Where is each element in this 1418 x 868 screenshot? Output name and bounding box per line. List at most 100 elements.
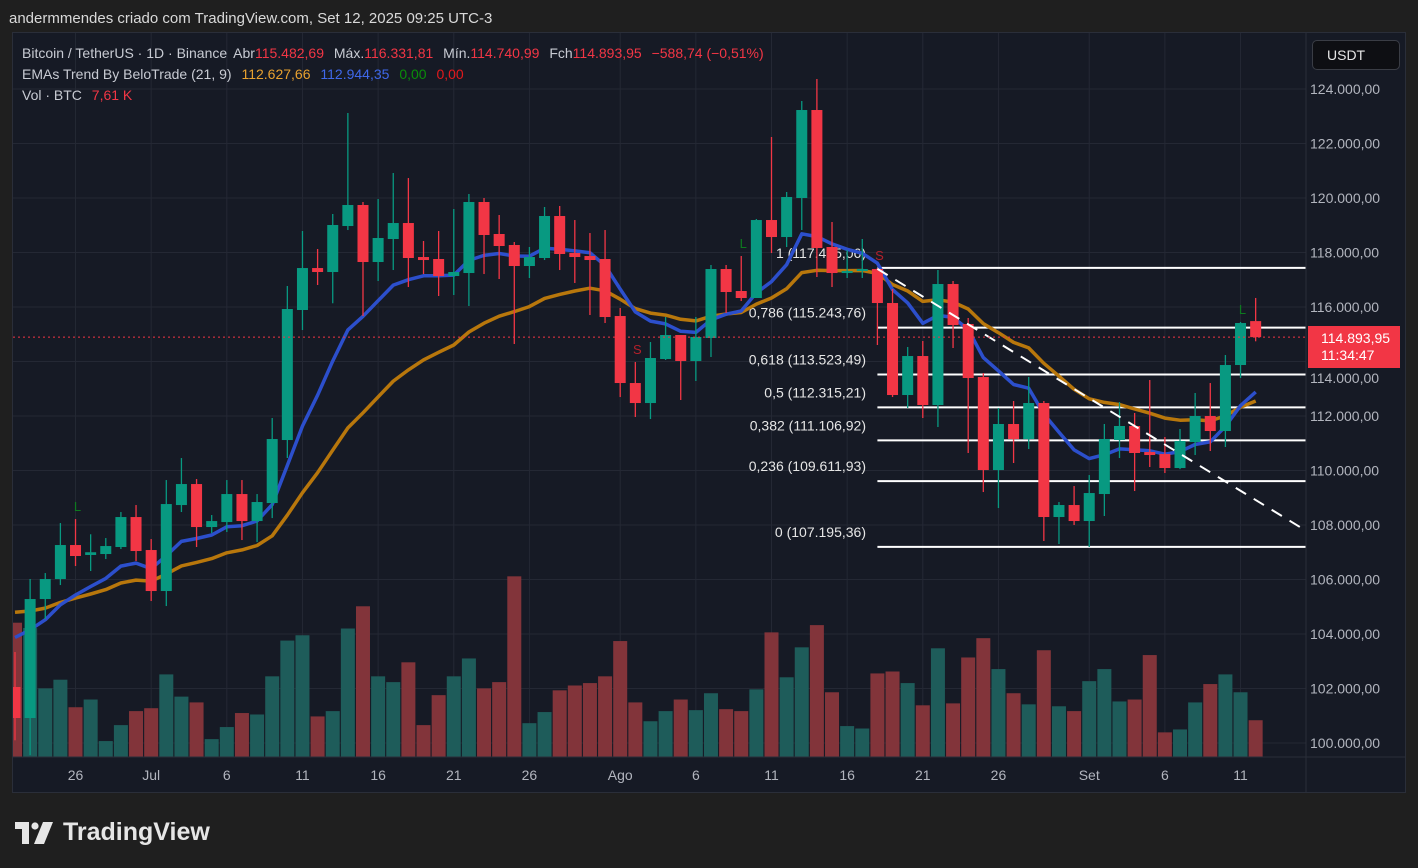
candle[interactable] [1144, 380, 1156, 468]
candle[interactable] [418, 241, 430, 275]
candle[interactable] [448, 209, 460, 296]
candle[interactable] [372, 199, 384, 282]
candle[interactable] [1219, 355, 1231, 448]
candle[interactable] [599, 230, 611, 324]
candle[interactable] [856, 239, 868, 279]
candle[interactable] [826, 222, 838, 288]
candle[interactable] [932, 270, 944, 428]
candle[interactable] [887, 289, 899, 398]
candle[interactable] [402, 178, 414, 288]
candle[interactable] [1159, 437, 1171, 474]
candle-body [766, 220, 777, 238]
candle[interactable] [1053, 502, 1065, 545]
candle[interactable] [796, 100, 808, 231]
time-axis-label: 11 [1233, 767, 1248, 783]
volume-bar [779, 677, 794, 757]
candle[interactable] [675, 335, 687, 401]
candle[interactable] [644, 342, 656, 420]
volume-bar [1067, 711, 1082, 757]
candle[interactable] [493, 215, 505, 280]
candle[interactable] [1068, 486, 1080, 525]
candle[interactable] [554, 206, 566, 271]
candle[interactable] [39, 573, 51, 620]
candle[interactable] [145, 539, 157, 602]
candle[interactable] [175, 458, 187, 513]
candle[interactable] [1189, 393, 1201, 456]
candle[interactable] [992, 408, 1004, 509]
candle[interactable] [614, 308, 626, 398]
candle[interactable] [221, 480, 233, 533]
price-axis-label: 108.000,00 [1310, 517, 1380, 533]
candle[interactable] [539, 206, 551, 261]
candle[interactable] [433, 230, 445, 297]
candle[interactable] [312, 249, 324, 286]
candle[interactable] [523, 246, 535, 279]
candle[interactable] [569, 220, 581, 284]
candle[interactable] [917, 341, 929, 419]
symbol-name[interactable]: Bitcoin / TetherUS · 1D · Binance [22, 45, 228, 61]
low-label: Mín. [443, 45, 471, 61]
candle[interactable] [690, 317, 702, 382]
candle[interactable] [1204, 383, 1216, 452]
candle[interactable] [871, 268, 883, 346]
time-axis-label: 6 [692, 767, 700, 783]
candle[interactable] [962, 318, 974, 454]
candle[interactable] [1235, 321, 1247, 379]
candle[interactable] [357, 202, 369, 317]
candle[interactable] [478, 198, 490, 275]
candle[interactable] [1008, 401, 1020, 464]
candle[interactable] [766, 137, 777, 254]
candle[interactable] [251, 494, 263, 543]
close-label: Fch [549, 45, 573, 61]
candle[interactable] [206, 515, 218, 534]
candle[interactable] [902, 347, 914, 409]
volume-bar [113, 725, 128, 757]
candle[interactable] [1023, 377, 1035, 450]
candle[interactable] [1113, 402, 1125, 459]
candle-body [387, 223, 399, 240]
candle[interactable] [811, 78, 823, 278]
time-axis-label: 26 [68, 767, 84, 783]
candle[interactable] [720, 265, 732, 314]
candle[interactable] [463, 193, 475, 307]
tradingview-logo[interactable]: TradingView [15, 818, 210, 847]
candle[interactable] [1083, 475, 1095, 548]
candle[interactable] [977, 372, 989, 493]
candle[interactable] [236, 480, 248, 541]
volume-label[interactable]: Vol · BTC [22, 87, 82, 103]
candle[interactable] [735, 256, 747, 302]
candle[interactable] [508, 242, 520, 345]
candle-body [1053, 505, 1065, 518]
candle[interactable] [1250, 297, 1262, 342]
candle[interactable] [1098, 424, 1110, 517]
candle[interactable] [54, 523, 66, 586]
candle[interactable] [629, 362, 641, 418]
candle[interactable] [130, 505, 142, 562]
candle[interactable] [24, 579, 36, 756]
candle[interactable] [296, 230, 308, 331]
currency-button[interactable]: USDT [1312, 40, 1400, 70]
candle[interactable] [781, 192, 793, 247]
candle[interactable] [841, 250, 853, 279]
candle-body [796, 110, 808, 198]
candle[interactable] [705, 265, 717, 358]
candle[interactable] [70, 519, 82, 567]
candle[interactable] [85, 534, 97, 572]
candle[interactable] [327, 213, 339, 304]
candle[interactable] [10, 651, 21, 741]
candle[interactable] [266, 418, 278, 519]
candle[interactable] [660, 317, 672, 361]
candle[interactable] [100, 538, 112, 560]
candle[interactable] [342, 113, 354, 231]
candle[interactable] [281, 286, 293, 459]
candle[interactable] [387, 173, 399, 271]
candle[interactable] [115, 512, 127, 550]
candle[interactable] [1174, 429, 1186, 470]
candle[interactable] [1038, 401, 1050, 542]
candle[interactable] [750, 219, 762, 299]
candle[interactable] [160, 480, 172, 607]
indicator-name[interactable]: EMAs Trend By BeloTrade (21, 9) [22, 66, 232, 82]
candle[interactable] [191, 479, 203, 548]
candle[interactable] [584, 233, 596, 316]
